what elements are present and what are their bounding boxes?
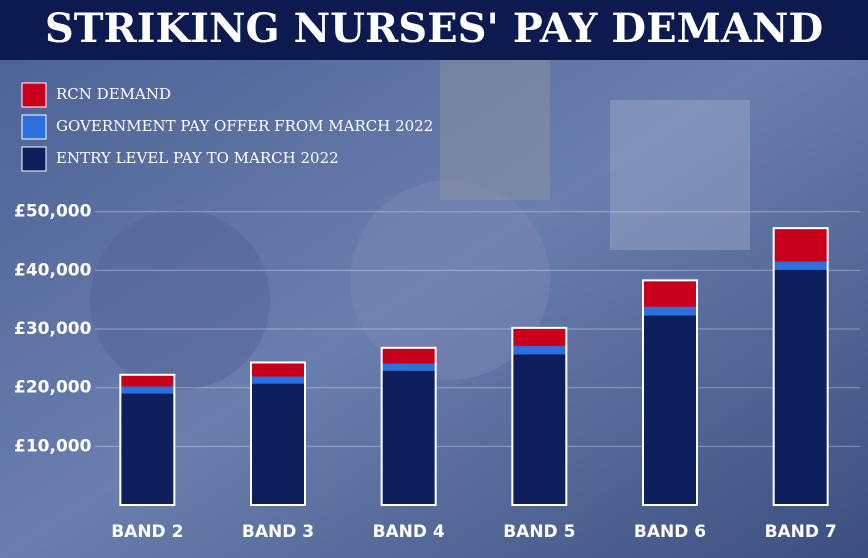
bar-segment — [381, 347, 436, 364]
chart-title: STRIKING NURSES' PAY DEMAND — [45, 5, 823, 52]
x-tick-label: BAND 5 — [503, 522, 575, 542]
bar-segment — [120, 393, 175, 505]
bar-segment — [773, 228, 828, 262]
x-tick-label: BAND 3 — [242, 522, 314, 542]
bar-outline — [511, 326, 568, 506]
bar-segment — [512, 327, 567, 347]
photo-shape — [350, 180, 550, 380]
bar-segment — [251, 376, 305, 384]
legend-label: GOVERNMENT PAY OFFER FROM MARCH 2022 — [56, 117, 433, 135]
photo-sign — [440, 60, 550, 200]
bar-segment — [773, 269, 828, 505]
bar-outline — [772, 227, 829, 506]
bar-outline — [642, 279, 698, 506]
legend-swatch — [21, 114, 47, 140]
bar-segment — [120, 374, 175, 387]
bar-outline — [119, 373, 176, 506]
x-tick-label: BAND 6 — [634, 522, 706, 542]
x-tick-label: BAND 4 — [373, 522, 445, 542]
bar-segment — [643, 315, 697, 505]
bar-segment — [773, 261, 828, 270]
x-tick-label: BAND 7 — [765, 522, 837, 542]
bar-segment — [512, 354, 567, 505]
x-tick-label: BAND 2 — [111, 522, 183, 542]
bar-outline — [380, 346, 437, 506]
y-tick-label: £10,000 — [14, 436, 92, 456]
bar-segment — [381, 363, 436, 371]
legend-label: RCN DEMAND — [56, 85, 171, 103]
bar-segment — [251, 362, 305, 377]
bar-segment — [251, 383, 305, 505]
legend-label: ENTRY LEVEL PAY TO MARCH 2022 — [56, 149, 339, 167]
bar-segment — [120, 386, 175, 394]
photo-shape — [90, 210, 270, 390]
y-tick-label: £40,000 — [14, 260, 92, 280]
bar-segment — [512, 346, 567, 355]
y-tick-label: £20,000 — [14, 378, 92, 398]
bar-segment — [643, 306, 697, 316]
bar-outline — [250, 361, 306, 506]
legend-swatch — [21, 146, 47, 172]
y-tick-label: £50,000 — [14, 202, 92, 222]
bar-segment — [643, 280, 697, 307]
legend-swatch — [21, 82, 47, 108]
photo-sign — [610, 100, 750, 250]
title-banner — [0, 0, 868, 60]
bar-segment — [381, 370, 436, 505]
y-tick-label: £30,000 — [14, 319, 92, 339]
